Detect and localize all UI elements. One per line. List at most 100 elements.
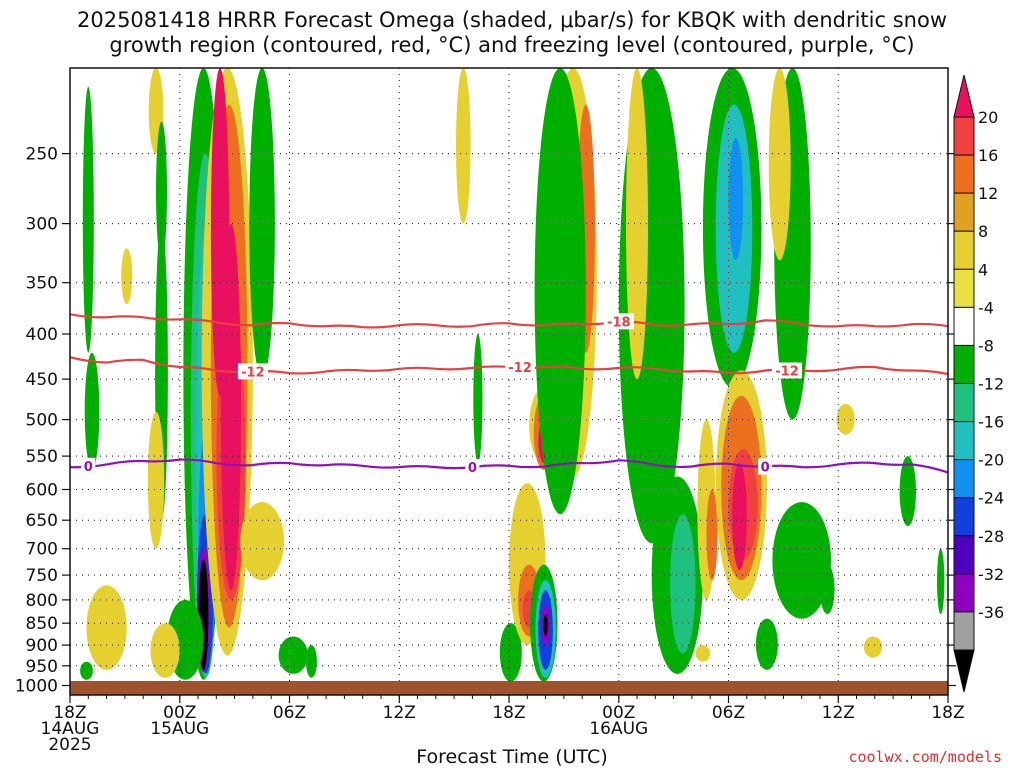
contour-label-minus12: -12 [241, 365, 265, 380]
contour-label-bg [465, 459, 480, 476]
x-tick-label: 06Z [273, 703, 306, 723]
y-tick-label: 700 [26, 540, 58, 560]
chart-title-line1: 2025081418 HRRR Forecast Omega (shaded, … [76, 8, 947, 32]
omega-blob [121, 248, 133, 305]
contour-label-bg [603, 313, 634, 330]
y-tick-label: 1000 [15, 677, 58, 697]
x-tick-label: 12Z [383, 703, 416, 723]
colorbar-label: -16 [978, 413, 1004, 432]
colorbar-label: -32 [978, 565, 1004, 584]
colorbar-box [953, 192, 975, 232]
colorbar-label: 12 [978, 184, 998, 203]
colorbar-label: 4 [978, 260, 988, 279]
colorbar-box [953, 573, 975, 613]
omega-blob [80, 661, 93, 680]
contour-label-0: 0 [761, 461, 770, 476]
colorbar-label: 8 [978, 222, 988, 241]
y-tick-label: 850 [26, 614, 58, 634]
omega-blob [755, 618, 778, 670]
chart-title-line2: growth region (contoured, red, °C) and f… [109, 33, 915, 57]
contour-line-0 [70, 458, 948, 474]
omega-blob [499, 623, 522, 682]
contour-label-bg [81, 457, 96, 474]
omega-blob [768, 68, 791, 261]
omega-blob [772, 502, 831, 619]
omega-blob [147, 411, 165, 549]
y-tick-label: 300 [26, 215, 58, 235]
x-tick-label: 00Z [163, 703, 196, 723]
x-tick-label: 00Z [602, 703, 635, 723]
omega-blob [820, 564, 835, 615]
omega-blob [899, 456, 916, 527]
y-tick-label: 450 [26, 370, 58, 390]
omega-blob [695, 645, 711, 662]
y-axis-ticks: 2503003504004505005506006507007508008509… [15, 145, 956, 697]
colorbar-label: -24 [978, 489, 1004, 508]
contour-label-bg [237, 363, 268, 380]
y-tick-label: 400 [26, 325, 58, 345]
omega-shading [80, 68, 945, 682]
y-tick-label: 950 [26, 657, 58, 677]
colorbar-box [953, 344, 975, 384]
colorbar-label: 20 [978, 108, 998, 127]
y-tick-label: 350 [26, 274, 58, 294]
colorbar-label: -12 [978, 375, 1004, 394]
colorbar-label: -4 [978, 298, 994, 317]
omega-blob [836, 403, 855, 435]
colorbar-bottom-triangle [953, 649, 975, 693]
colorbar-label: -20 [978, 451, 1004, 470]
colorbar-box [953, 306, 975, 346]
x-tick-label: 12Z [822, 703, 855, 723]
contour-labels: -18 -12 -12 -12 0 0 0 [81, 313, 802, 476]
omega-blob [305, 645, 317, 678]
colorbar-label: -8 [978, 336, 994, 355]
y-tick-label: 750 [26, 566, 58, 586]
x-axis-label: Forecast Time (UTC) [416, 746, 608, 768]
omega-blob [670, 514, 696, 654]
x-tick-label: 06Z [712, 703, 745, 723]
colorbar-top-triangle [953, 74, 975, 118]
omega-blob [82, 86, 94, 353]
colorbar-box [953, 459, 975, 499]
omega-blob [534, 68, 586, 515]
x-tick-label: 18Z [931, 703, 964, 723]
y-tick-label: 500 [26, 411, 58, 431]
colorbar-box [953, 268, 975, 308]
colorbar-box [953, 611, 975, 651]
contour-label-0: 0 [84, 460, 93, 475]
omega-blob [937, 548, 945, 615]
omega-blob [150, 623, 180, 678]
colorbar: 20 16 12 8 4 -4 -8 -12 -16 -20 -24 -28 -32 -36 [953, 74, 1004, 693]
contour-line-minus18 [70, 313, 948, 329]
contour-label-minus12: -12 [508, 361, 532, 376]
y-tick-label: 250 [26, 145, 58, 165]
colorbar-label: 16 [978, 146, 998, 165]
colorbar-box [953, 421, 975, 461]
omega-blob [732, 463, 747, 570]
omega-blob [278, 636, 308, 674]
terrain-strip [70, 681, 948, 695]
colorbar-box [953, 116, 975, 156]
colorbar-box [953, 154, 975, 194]
y-tick-label: 800 [26, 591, 58, 611]
colorbar-box [953, 383, 975, 423]
colorbar-box [953, 497, 975, 537]
y-tick-label: 900 [26, 636, 58, 656]
credit-text: coolwx.com/models [848, 748, 1002, 766]
contour-label-0: 0 [468, 461, 477, 476]
colorbar-label: -28 [978, 527, 1004, 546]
x-tick-label: 14AUG [41, 719, 100, 739]
omega-blob [84, 352, 100, 470]
y-tick-label: 550 [26, 447, 58, 467]
x-tick-label: 16AUG [589, 719, 648, 739]
colorbar-box [953, 230, 975, 270]
x-tick-label: 15AUG [150, 719, 209, 739]
omega-blob [456, 68, 471, 224]
y-tick-label: 600 [26, 481, 58, 501]
omega-blob [156, 121, 167, 261]
omega-blob [863, 636, 883, 658]
omega-blob [210, 68, 230, 396]
omega-blob [240, 502, 284, 581]
